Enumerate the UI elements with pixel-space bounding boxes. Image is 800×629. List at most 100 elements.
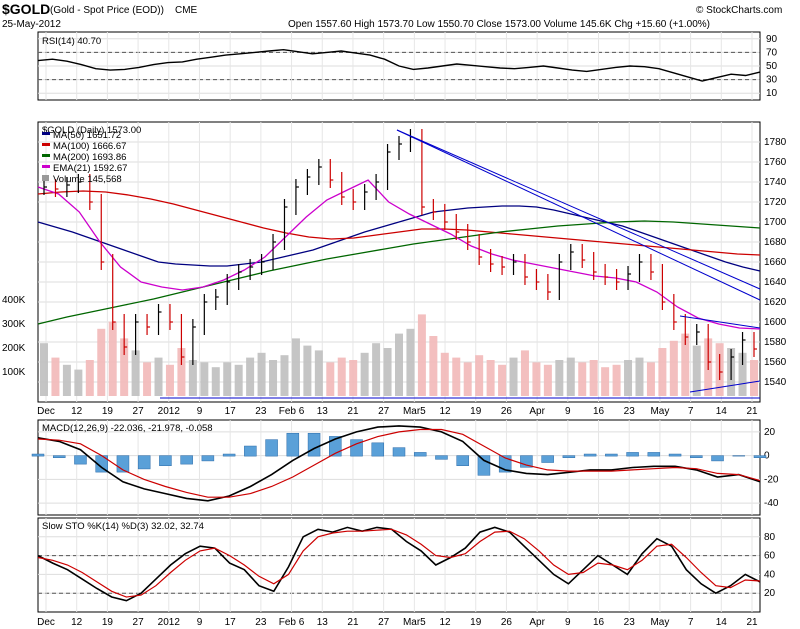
x-tick-label: 2012 (158, 406, 181, 417)
macd-histogram-bar (201, 455, 215, 462)
price-y-tick: 1720 (764, 197, 787, 208)
macd-histogram-bar (711, 455, 724, 462)
volume-bar (165, 364, 174, 396)
volume-bar (475, 355, 484, 396)
legend-entry: MA(50) 1651.72 (53, 130, 121, 141)
macd-histogram-bar (732, 455, 746, 457)
macd-histogram-bar (668, 453, 682, 457)
volume-bar (395, 333, 403, 396)
volume-bar (337, 357, 346, 396)
legend-swatch (42, 132, 50, 135)
macd-histogram-bar (286, 432, 300, 457)
volume-y-tick: 400K (2, 295, 26, 306)
x-tick-label: 21 (347, 617, 359, 628)
sto-y-tick: 80 (764, 532, 776, 543)
volume-bar (463, 362, 472, 396)
volume-bar (211, 367, 220, 396)
volume-bar (738, 352, 747, 396)
x-tick-label: 27 (378, 617, 390, 628)
volume-bar (555, 360, 564, 396)
ma-line (37, 190, 761, 256)
volume-bar (120, 338, 129, 396)
x-tick-label: 17 (225, 617, 237, 628)
macd-histogram-bar (392, 447, 406, 457)
volume-bar (417, 314, 426, 396)
macd-histogram-bar (371, 442, 385, 457)
sto-k-line (37, 526, 761, 602)
macd-histogram-bar (541, 455, 554, 463)
x-tick-label: 27 (133, 617, 145, 628)
volume-bar (223, 362, 232, 396)
macd-histogram-bar (626, 452, 639, 457)
macd-histogram-bar (647, 452, 661, 457)
trendline (396, 129, 761, 290)
macd-histogram-bar (52, 455, 66, 458)
volume-bar (188, 360, 197, 396)
volume-bar (280, 355, 289, 396)
x-tick-label: 21 (746, 617, 758, 628)
volume-bar (486, 360, 495, 396)
x-tick-label: Feb 6 (279, 406, 305, 417)
legend-swatch (42, 143, 50, 146)
volume-bar (85, 360, 94, 396)
macd-histogram-bar (605, 453, 618, 457)
macd-histogram-bar (329, 436, 342, 457)
macd-histogram-bar (265, 439, 278, 457)
sto-d-line (37, 528, 761, 598)
volume-bar (177, 348, 186, 396)
x-tick-label: 26 (501, 617, 513, 628)
x-tick-label: Mar5 (403, 406, 426, 417)
x-tick-label: 14 (716, 406, 728, 417)
volume-bar (578, 362, 587, 396)
x-tick-label: May (650, 617, 669, 628)
x-tick-label: 19 (470, 617, 482, 628)
x-tick-label: 17 (225, 406, 237, 417)
volume-bar (246, 357, 255, 396)
macd-y-tick: 0 (764, 451, 770, 462)
volume-bar (314, 350, 323, 396)
x-tick-label: 14 (716, 617, 728, 628)
volume-bar (543, 364, 552, 396)
chart-date: 25-May-2012 (2, 19, 61, 30)
volume-bar (612, 364, 621, 396)
legend-swatch (42, 154, 50, 157)
volume-bar (51, 357, 60, 396)
trendline (396, 129, 761, 301)
volume-bar (154, 357, 163, 396)
volume-bar (406, 328, 415, 396)
x-tick-label: 13 (317, 406, 329, 417)
x-tick-label: Mar5 (403, 617, 426, 628)
volume-bar (669, 340, 678, 396)
volume-bar (291, 338, 300, 396)
price-y-tick: 1560 (764, 357, 787, 368)
volume-bar (646, 362, 655, 396)
price-title: $GOLD (Daily) 1573.00 (42, 125, 141, 136)
x-tick-label: 23 (255, 406, 267, 417)
volume-bar (566, 357, 575, 396)
x-tick-label: 23 (624, 406, 636, 417)
ma-line (37, 179, 761, 330)
x-tick-label: Feb 6 (279, 617, 305, 628)
macd-histogram-bar (690, 455, 703, 458)
macd-histogram-bar (477, 455, 491, 476)
rsi-y-tick: 30 (766, 75, 778, 86)
volume-bar (452, 357, 461, 396)
macd-title: MACD(12,26,9) -22.036, -21.978, -0.058 (42, 423, 213, 434)
macd-histogram-bar (159, 455, 172, 466)
volume-bar (383, 348, 392, 396)
macd-y-tick: 20 (764, 427, 776, 438)
volume-bar (234, 364, 243, 396)
price-y-tick: 1760 (764, 157, 787, 168)
rsi-y-tick: 10 (766, 88, 778, 99)
price-y-tick: 1540 (764, 377, 787, 388)
macd-histogram-bar (753, 455, 767, 458)
x-tick-label: 27 (133, 406, 145, 417)
legend-swatch (42, 175, 49, 181)
volume-bar (440, 352, 449, 396)
volume-bar (143, 362, 152, 396)
rsi-panel: 10 30 50 70 90 RSI(14) 40.70 (37, 31, 778, 101)
macd-panel: -40 -20 0 20 MACD(12,26,9) -22.036, -21.978,… (31, 419, 779, 516)
legend-swatch (42, 165, 50, 168)
volume-bar (589, 360, 598, 396)
